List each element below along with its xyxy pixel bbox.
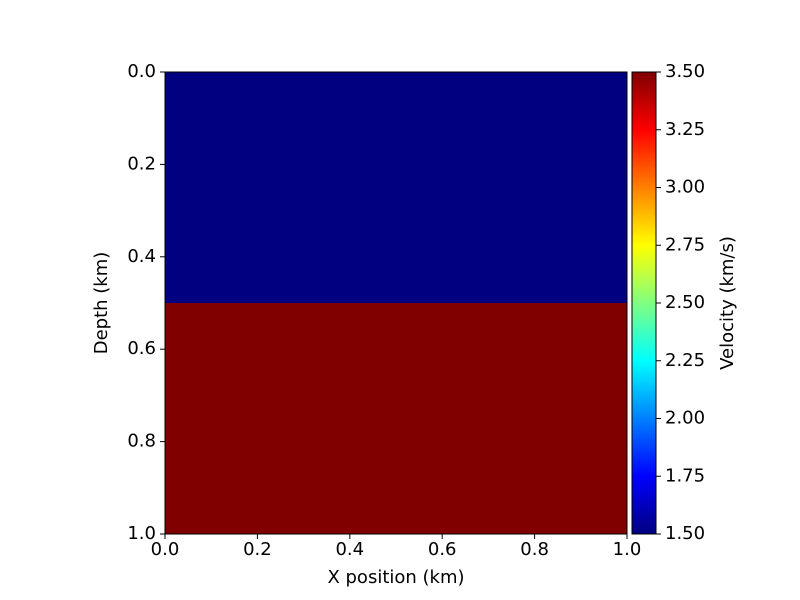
colorbar-tick-label: 2.75 <box>665 234 705 255</box>
y-tick-label: 0.8 <box>127 431 156 452</box>
x-tick-label: 0.4 <box>335 539 364 560</box>
y-tick-label: 0.2 <box>127 153 156 174</box>
colorbar-tick-label: 2.50 <box>665 292 705 313</box>
y-axis-label: Depth (km) <box>91 252 112 355</box>
x-tick-label: 0.6 <box>428 539 457 560</box>
y-tick-label: 1.0 <box>127 523 156 544</box>
colorbar <box>631 71 657 535</box>
x-tick-label: 0.0 <box>151 539 180 560</box>
colorbar-tick-label: 3.50 <box>665 61 705 82</box>
x-tick-label: 0.2 <box>243 539 272 560</box>
colorbar-tick-label: 2.00 <box>665 408 705 429</box>
colorbar-tick-label: 1.75 <box>665 465 705 486</box>
colorbar-tick-label: 3.25 <box>665 119 705 140</box>
y-tick-label: 0.4 <box>127 246 156 267</box>
heatmap-cell <box>165 303 627 534</box>
colorbar-tick-label: 2.25 <box>665 350 705 371</box>
colorbar-tick-label: 1.50 <box>665 523 705 544</box>
x-tick-label: 0.8 <box>520 539 549 560</box>
heatmap-cell <box>165 72 627 303</box>
colorbar-tick-label: 3.00 <box>665 177 705 198</box>
colorbar-label: Velocity (km/s) <box>717 236 738 370</box>
x-axis-label: X position (km) <box>327 567 464 588</box>
y-tick-label: 0.6 <box>127 338 156 359</box>
plot-frame <box>164 71 628 535</box>
x-tick-label: 1.0 <box>613 539 642 560</box>
y-tick-label: 0.0 <box>127 61 156 82</box>
